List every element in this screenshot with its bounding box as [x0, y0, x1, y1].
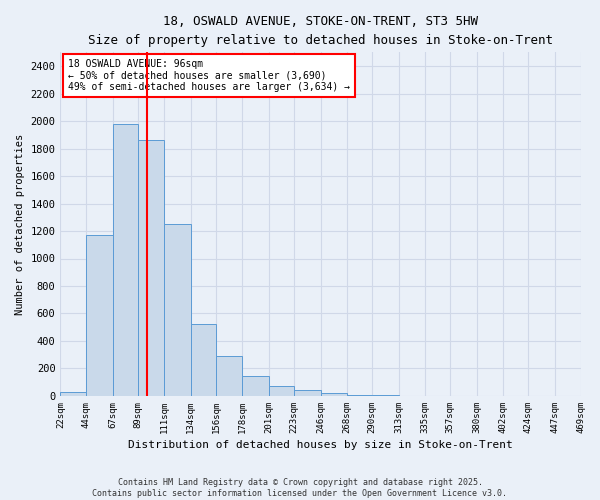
Bar	[139, 140, 164, 396]
Bar	[347, 394, 372, 396]
Bar	[242, 376, 269, 396]
Title: 18, OSWALD AVENUE, STOKE-ON-TRENT, ST3 5HW
Size of property relative to detached: 18, OSWALD AVENUE, STOKE-ON-TRENT, ST3 5…	[88, 15, 553, 47]
Bar	[294, 390, 321, 396]
Bar	[217, 356, 242, 396]
Text: Contains HM Land Registry data © Crown copyright and database right 2025.
Contai: Contains HM Land Registry data © Crown c…	[92, 478, 508, 498]
Bar	[113, 124, 139, 396]
Bar	[86, 235, 113, 396]
X-axis label: Distribution of detached houses by size in Stoke-on-Trent: Distribution of detached houses by size …	[128, 440, 513, 450]
Text: 18 OSWALD AVENUE: 96sqm
← 50% of detached houses are smaller (3,690)
49% of semi: 18 OSWALD AVENUE: 96sqm ← 50% of detache…	[68, 59, 350, 92]
Y-axis label: Number of detached properties: Number of detached properties	[15, 134, 25, 315]
Bar	[61, 392, 86, 396]
Bar	[321, 393, 347, 396]
Bar	[269, 386, 294, 396]
Bar	[191, 324, 217, 396]
Bar	[164, 224, 191, 396]
